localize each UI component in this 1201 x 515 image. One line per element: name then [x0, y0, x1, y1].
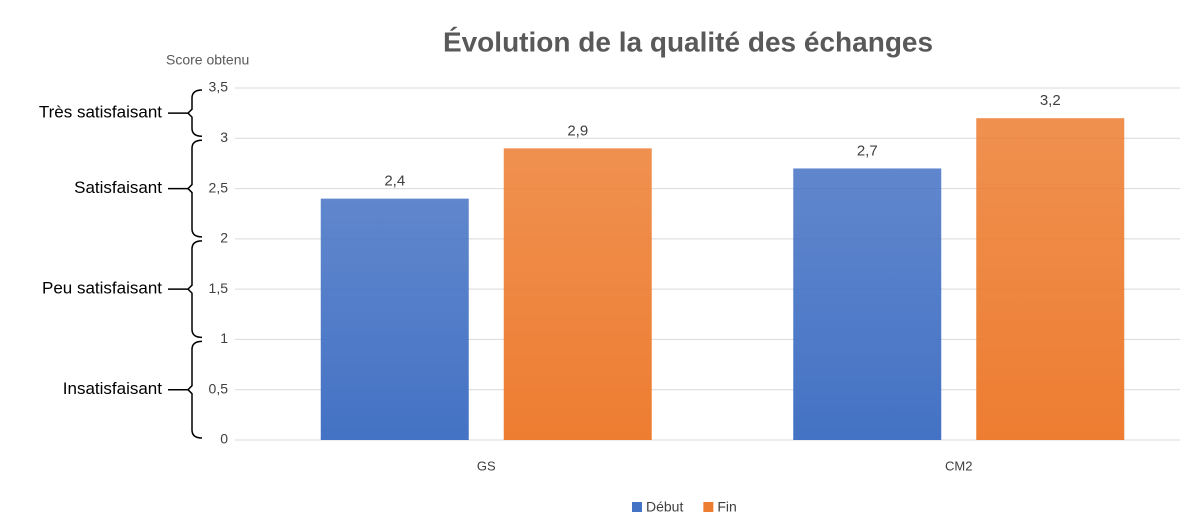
- legend-label: Début: [646, 499, 683, 515]
- bracket: [186, 139, 203, 238]
- y-tick-label: 2,5: [209, 179, 229, 195]
- value-label: 2,4: [384, 173, 405, 190]
- band-label: Insatisfaisant: [63, 379, 162, 398]
- y-tick-label: 0,5: [209, 380, 229, 396]
- x-tick-label: CM2: [945, 458, 972, 473]
- bracket: [186, 340, 203, 439]
- y-tick-label: 1: [220, 330, 228, 346]
- y-tick-label: 0: [220, 431, 228, 447]
- y-tick-label: 3,5: [209, 79, 229, 95]
- legend-label: Fin: [717, 499, 736, 515]
- bar: [793, 168, 942, 440]
- band-label: Peu satisfaisant: [42, 279, 162, 298]
- value-label: 3,2: [1040, 92, 1061, 109]
- value-label: 2,7: [857, 142, 878, 159]
- chart-title: Évolution de la qualité des échanges: [443, 26, 933, 57]
- bar: [320, 198, 469, 440]
- bracket: [186, 89, 203, 138]
- x-tick-label: GS: [477, 458, 496, 473]
- legend-swatch: [632, 502, 642, 512]
- value-label: 2,9: [567, 122, 588, 139]
- band-label: Très satisfaisant: [39, 103, 162, 122]
- y-tick-label: 2: [220, 230, 228, 246]
- bracket: [186, 240, 203, 339]
- bar: [503, 148, 652, 441]
- bar: [976, 118, 1125, 441]
- y-axis-label: Score obtenu: [166, 52, 249, 68]
- y-tick-label: 1,5: [209, 280, 229, 296]
- legend-swatch: [703, 502, 714, 512]
- band-label: Satisfaisant: [74, 178, 162, 197]
- y-tick-label: 3: [220, 129, 228, 145]
